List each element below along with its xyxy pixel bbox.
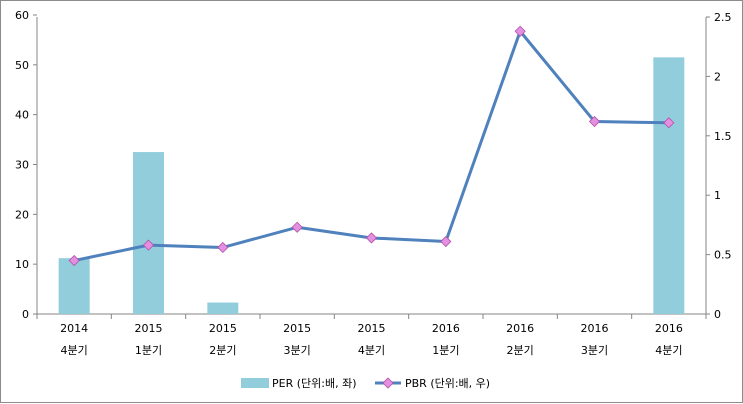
left-tick-label: 60 (15, 9, 29, 22)
left-tick-label: 30 (15, 159, 29, 172)
left-tick-label: 40 (15, 109, 29, 122)
left-tick-label: 50 (15, 59, 29, 72)
per-bar (207, 302, 239, 314)
x-tick-label-quarter: 4분기 (358, 344, 385, 357)
x-tick-label-quarter: 3분기 (284, 344, 311, 357)
x-tick-label-quarter: 4분기 (655, 344, 682, 357)
axes-layer: 0 10 20 30 40 50 60 0 0.5 1 1.5 2 2.5 (15, 9, 732, 321)
x-tick-label-year: 2016 (432, 322, 460, 335)
per-bar (58, 258, 90, 314)
x-tick-label-year: 2015 (209, 322, 237, 335)
x-tick-label-year: 2015 (358, 322, 386, 335)
right-tick-label: 1.5 (714, 130, 732, 143)
labels-layer: 2014 4분기 2015 1분기 2015 2분기 2015 3분기 2015 4분기 2016 1… (60, 322, 683, 357)
x-tick-label-quarter: 4분기 (61, 344, 88, 357)
x-tick-label-quarter: 2분기 (209, 344, 236, 357)
pbr-marker (663, 117, 675, 129)
right-tick-label: 1 (714, 189, 721, 202)
x-tick-label-year: 2015 (283, 322, 311, 335)
x-tick-label-year: 2016 (655, 322, 683, 335)
left-tick-label: 20 (15, 208, 29, 221)
legend-label-per: PER (단위:배, 좌) (272, 377, 357, 390)
left-tick-label: 0 (22, 308, 29, 321)
legend-swatch-per (241, 378, 269, 388)
per-bar (653, 57, 685, 314)
x-tick-label-quarter: 1분기 (135, 344, 162, 357)
x-tick-label-quarter: 3분기 (581, 344, 608, 357)
right-tick-label: 0 (714, 308, 721, 321)
legend-marker-pbr (382, 377, 394, 389)
left-tick-label: 10 (15, 258, 29, 271)
pbr-marker (514, 25, 526, 37)
legend-label-pbr: PBR (단위:배, 우) (405, 377, 490, 390)
pbr-marker (440, 235, 452, 248)
legend: PER (단위:배, 좌) PBR (단위:배, 우) (241, 377, 490, 390)
x-tick-label-year: 2015 (135, 322, 163, 335)
x-tick-label-quarter: 2분기 (507, 344, 534, 357)
x-tick-label-quarter: 1분기 (432, 344, 459, 357)
x-tick-label-year: 2014 (60, 322, 88, 335)
right-tick-label: 2.5 (714, 11, 732, 24)
pbr-marker (217, 241, 229, 254)
right-tick-label: 2 (714, 70, 721, 83)
pbr-marker (68, 254, 80, 267)
pbr-marker (291, 221, 303, 233)
line-layer (68, 25, 675, 267)
x-tick-label-year: 2016 (506, 322, 534, 335)
x-tick-label-year: 2016 (581, 322, 609, 335)
bars-layer (58, 57, 685, 314)
per-bar (133, 152, 164, 314)
pbr-marker (588, 115, 601, 128)
pbr-marker (365, 232, 378, 244)
right-tick-label: 0.5 (714, 249, 732, 262)
pbr-marker (142, 239, 155, 251)
